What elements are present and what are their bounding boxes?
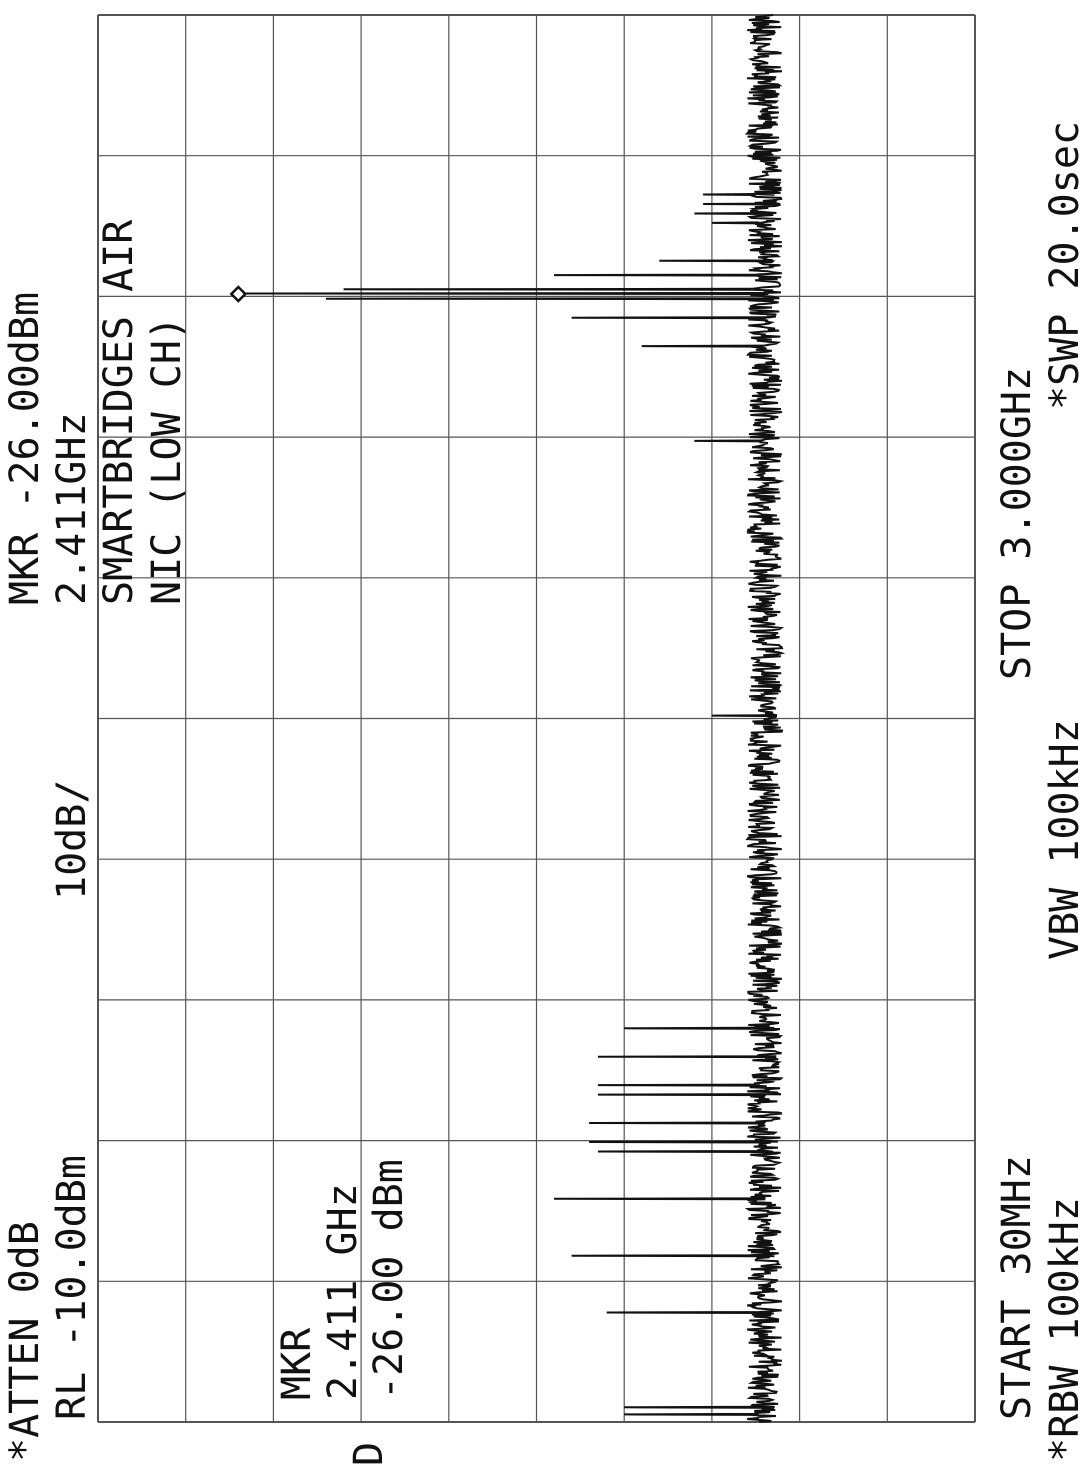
marker-box-level: -26.00 dBm <box>366 1159 412 1400</box>
header-scale: 10dB/ <box>49 780 95 900</box>
footer-start: START 30MHz <box>994 1155 1040 1420</box>
spectrum-trace <box>238 14 786 1423</box>
display-mode-letter: D <box>346 1442 392 1466</box>
marker-box-freq: 2.411 GHz <box>320 1183 366 1400</box>
footer-vbw: VBW 100kHz <box>1042 719 1088 960</box>
header-rl: RL -10.0dBm <box>49 1155 95 1420</box>
footer-rbw: *RBW 100kHz <box>1042 1197 1088 1462</box>
marker-box-label: MKR <box>274 1327 320 1400</box>
footer-swp: *SWP 20.0sec <box>1042 121 1088 410</box>
header-mkr-level: MKR -26.00dBm <box>2 292 48 605</box>
footer-stop: STOP 3.000GHz <box>994 367 1040 680</box>
annotation-line-1: SMARTBRIDGES AIR <box>96 219 142 605</box>
marker-diamond-icon <box>229 285 248 303</box>
annotation-line-2: NIC (LOW CH) <box>144 316 190 605</box>
header-atten: *ATTEN 0dB <box>2 1221 48 1462</box>
header-mkr-freq: 2.411GHz <box>49 412 95 605</box>
graticule <box>97 14 976 1423</box>
